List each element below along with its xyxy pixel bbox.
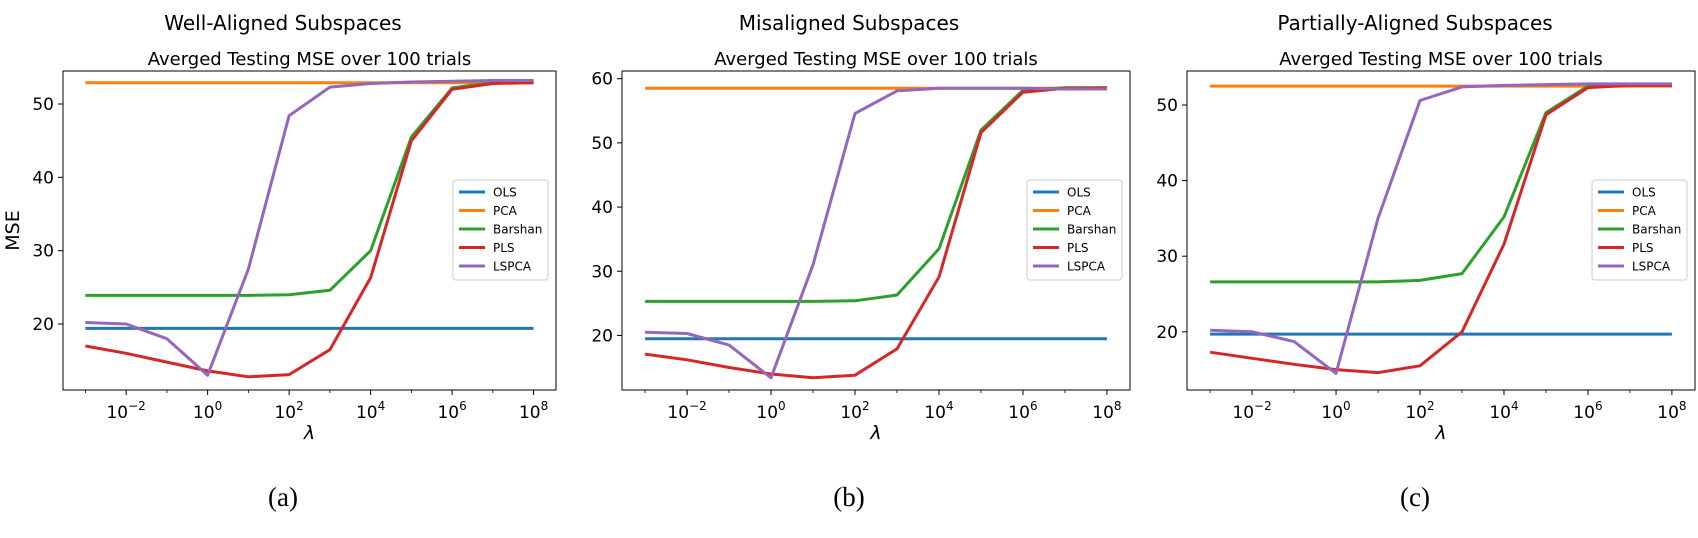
y-tick-label: 60 [591,70,613,90]
series-line-lspca [85,79,534,377]
chart-subtitle: Averged Testing MSE over 100 trials [1279,49,1603,70]
legend-box [452,179,549,281]
x-axis: 10−2 100 102 104 106 108 [644,390,1122,423]
legend-label: PLS [493,241,515,255]
legend-label: PLS [1067,241,1089,255]
x-tick-label: 106 [1573,399,1602,423]
series-line-lspca [645,86,1107,380]
legend-label: LSPCA [493,260,532,274]
legend-label: PCA [1067,204,1092,218]
y-tick-label: 50 [32,95,54,115]
legend-label: LSPCA [1632,260,1671,274]
plot-frame [621,70,1131,391]
legend-box [1026,179,1123,281]
x-tick-label: 108 [519,399,548,423]
legend-label: OLS [1067,186,1091,200]
chart-caption: (b) [833,482,865,512]
chart-title: Misaligned Subspaces [738,11,960,35]
chart-c: Averged Testing MSE over 100 trials 20 30 4… [1156,49,1696,444]
y-axis: 20 30 40 50 60 [591,70,622,346]
x-tick-label: 106 [1008,399,1037,423]
legend: OLS PCA Barshan PLS LSPCA [1026,179,1123,281]
legend: OLS PCA Barshan PLS LSPCA [1591,179,1688,281]
legend-label: Barshan [1632,223,1681,237]
y-tick-label: 20 [32,315,54,335]
x-tick-label: 100 [193,399,222,423]
x-tick-label: 100 [1321,399,1350,423]
legend-label: PLS [1632,241,1654,255]
legend-box [1591,179,1688,281]
x-axis: 10−2 100 102 104 106 108 [1209,390,1687,423]
x-tick-label: 102 [840,399,869,423]
plot-frame [1186,70,1696,391]
chart-title: Partially-Aligned Subspaces [1277,11,1553,35]
x-tick-label: 108 [1657,399,1686,423]
y-tick-label: 50 [591,134,613,154]
y-tick-label: 20 [1156,323,1178,343]
x-tick-label: 104 [1489,399,1518,423]
chart-subtitle: Averged Testing MSE over 100 trials [714,49,1038,70]
series-lines [1209,82,1672,375]
legend-label: OLS [493,186,517,200]
y-tick-label: 30 [32,242,54,262]
legend-label: Barshan [493,223,542,237]
y-tick-label: 20 [591,326,613,346]
plot-frame [62,70,557,391]
y-tick-label: 50 [1156,96,1178,116]
legend-label: LSPCA [1067,260,1106,274]
chart-a: Averged Testing MSE over 100 trials 20 30 4… [2,49,557,444]
chart-panel-b: Misaligned Subspaces Averged Testing MSE… [566,0,1132,538]
series-line-lspca [1210,82,1672,375]
chart-caption: (c) [1400,482,1430,512]
x-tick-label: 104 [356,399,385,423]
x-axis-label: λ [303,422,315,444]
y-axis: 20 30 40 50 [1156,96,1187,343]
series-line-pls [1209,83,1672,375]
series-lines [85,79,534,379]
x-tick-label: 106 [437,399,466,423]
legend: OLS PCA Barshan PLS LSPCA [452,179,549,281]
y-tick-label: 40 [32,168,54,188]
series-line-pls [644,86,1107,380]
x-tick-label: 102 [274,399,303,423]
chart-b: Averged Testing MSE over 100 trials 20 30 4… [591,49,1131,444]
x-tick-label: 10−2 [106,399,145,423]
y-axis: 20 30 40 50 [32,95,63,335]
x-tick-label: 108 [1092,399,1121,423]
x-tick-label: 100 [756,399,785,423]
x-tick-label: 104 [924,399,953,423]
legend-label: PCA [493,204,518,218]
chart-title: Well-Aligned Subspaces [164,11,402,35]
series-lines [644,86,1107,380]
chart-caption: (a) [268,482,298,512]
x-tick-label: 102 [1405,399,1434,423]
chart-panel-a: Well-Aligned Subspaces Averged Testing M… [0,0,566,538]
legend-label: OLS [1632,186,1656,200]
x-tick-label: 10−2 [1232,399,1271,423]
series-line-pls [85,81,534,379]
chart-subtitle: Averged Testing MSE over 100 trials [148,49,472,70]
y-tick-label: 30 [1156,247,1178,267]
y-tick-label: 40 [1156,172,1178,192]
y-tick-label: 30 [591,262,613,282]
x-axis: 10−2 100 102 104 106 108 [85,390,548,423]
x-tick-label: 10−2 [667,399,706,423]
x-axis-label: λ [869,422,881,444]
y-axis-label: MSE [2,210,24,250]
legend-label: PCA [1632,204,1657,218]
x-axis-label: λ [1434,422,1446,444]
chart-panel-c: Partially-Aligned Subspaces Averged Test… [1132,0,1698,538]
y-tick-label: 40 [591,198,613,218]
legend-label: Barshan [1067,223,1116,237]
